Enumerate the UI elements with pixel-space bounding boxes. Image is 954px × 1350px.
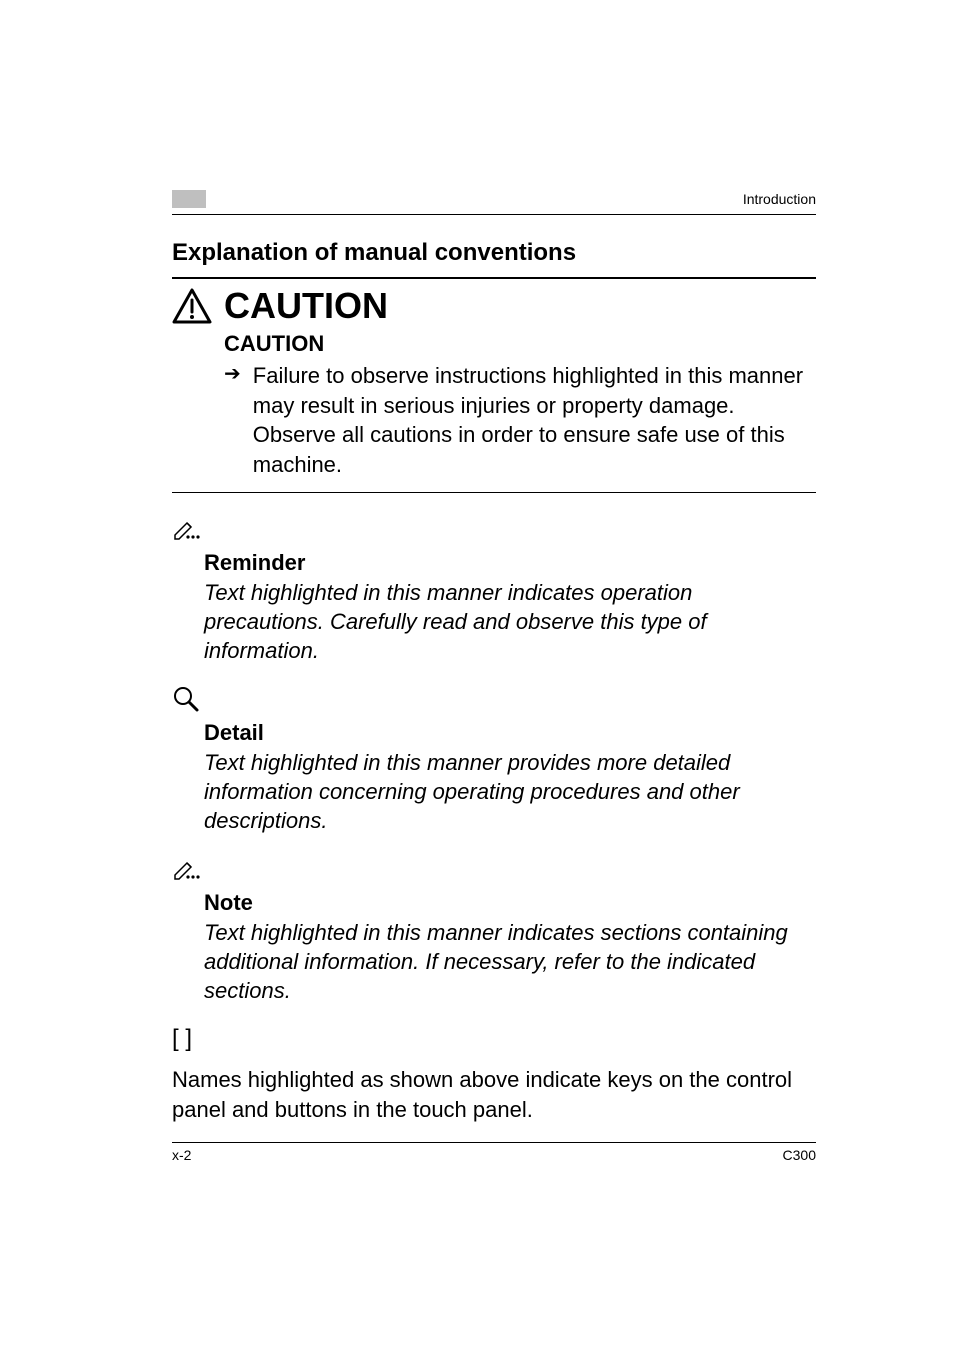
note-title: Note [204,890,816,916]
pencil-dots-icon [172,855,200,883]
header-rule [172,214,816,215]
pencil-dots-icon [172,515,200,543]
caution-rule-bottom [172,492,816,493]
page-title: Explanation of manual conventions [172,239,816,267]
header-row: Introduction [172,190,816,208]
footer-rule [172,1142,816,1143]
footer-left: x-2 [172,1147,191,1163]
footer-right: C300 [783,1147,816,1163]
magnifier-icon [172,685,200,713]
caution-bullet-text: Failure to observe instructions highligh… [253,361,816,480]
detail-text: Text highlighted in this manner provides… [204,748,816,835]
note-block: Note Text highlighted in this manner ind… [172,855,816,1005]
caution-sub-label: CAUTION [224,331,816,357]
brackets-example: [ ] [172,1025,816,1053]
reminder-title: Reminder [204,550,816,576]
detail-title: Detail [204,720,816,746]
caution-big-label: CAUTION [224,285,388,327]
note-text: Text highlighted in this manner indicate… [204,918,816,1005]
header-gray-block [172,190,206,208]
arrow-icon: ➔ [224,361,241,480]
warning-triangle-icon [172,288,212,324]
caution-heading-row: CAUTION [172,285,816,327]
header-section-text: Introduction [206,191,816,207]
detail-block: Detail Text highlighted in this manner p… [172,685,816,835]
final-paragraph: Names highlighted as shown above indicat… [172,1065,816,1124]
caution-bullet-row: ➔ Failure to observe instructions highli… [224,361,816,480]
reminder-text: Text highlighted in this manner indicate… [204,578,816,665]
caution-rule-top [172,277,816,279]
reminder-block: Reminder Text highlighted in this manner… [172,515,816,665]
footer-row: x-2 C300 [172,1147,816,1163]
